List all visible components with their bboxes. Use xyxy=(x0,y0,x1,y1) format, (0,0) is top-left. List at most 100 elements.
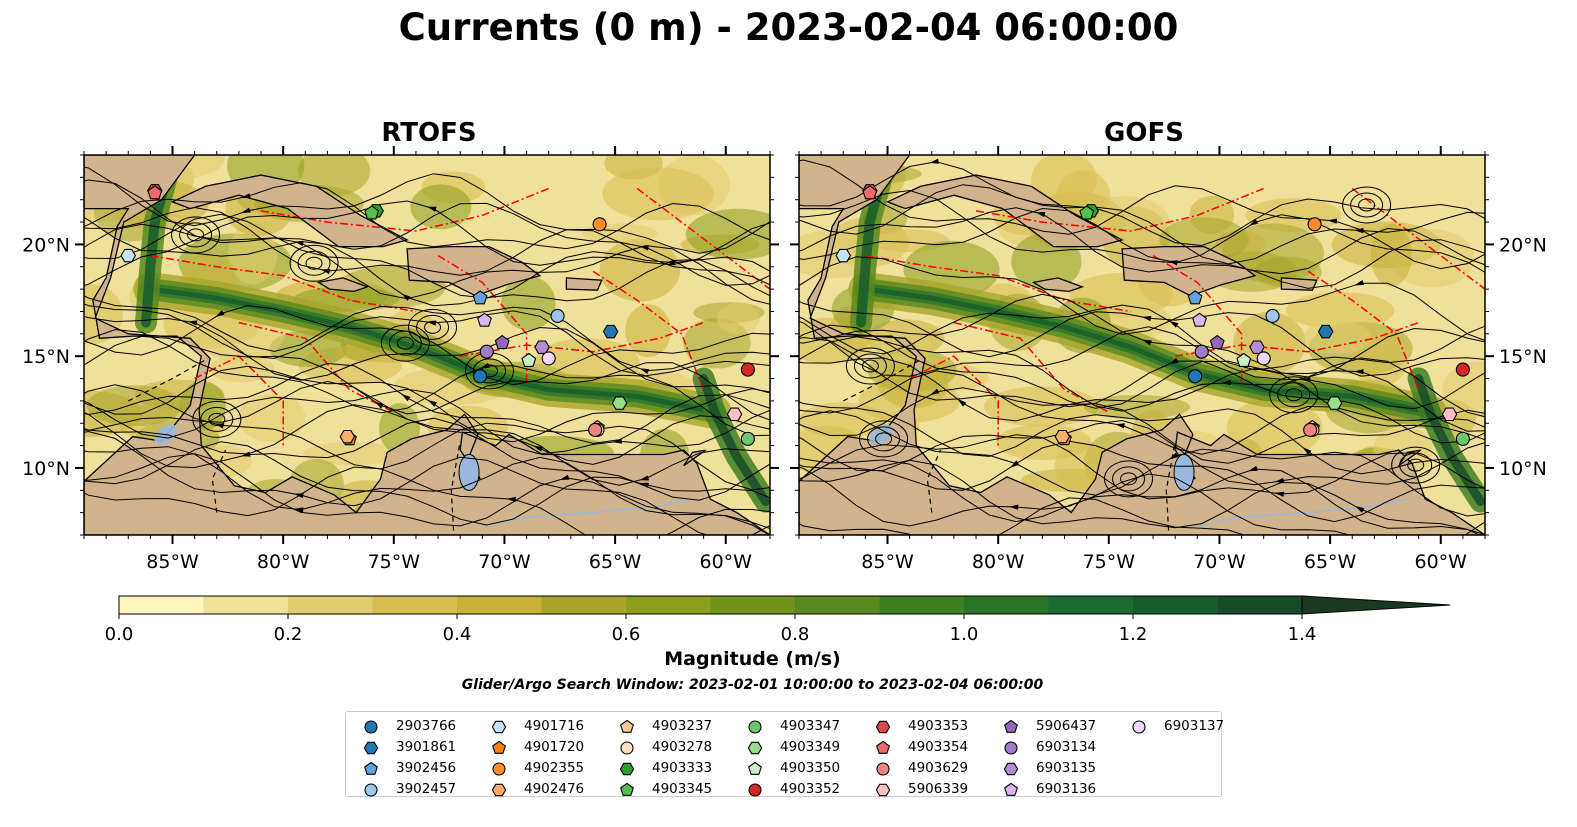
legend-label: 4903352 xyxy=(780,781,841,797)
legend-item: 4903237 xyxy=(610,716,735,737)
magnitude-patch xyxy=(303,441,399,466)
legend-marker xyxy=(1004,719,1018,733)
eddy-streamline xyxy=(1391,446,1441,484)
legend-marker xyxy=(876,740,890,754)
legend-marker-icon xyxy=(363,741,379,755)
land-hisp xyxy=(406,245,542,297)
legend-marker xyxy=(620,782,634,796)
streamline xyxy=(84,329,770,437)
float-marker-4903354 xyxy=(862,185,878,200)
lat-tick-label: 20°N xyxy=(22,234,70,256)
land-jamaica xyxy=(316,277,370,293)
streamline xyxy=(799,401,1485,475)
legend-label: 4903237 xyxy=(652,718,713,734)
streamline xyxy=(799,159,1485,270)
streamline xyxy=(799,304,1485,371)
legend-marker xyxy=(1004,741,1018,755)
legend-marker-icon xyxy=(875,783,891,797)
float-marker-6903135 xyxy=(1249,340,1265,354)
streamline-arrow xyxy=(1142,339,1152,346)
legend-marker xyxy=(875,720,891,734)
eddy-streamline xyxy=(408,308,458,346)
eez-line xyxy=(1307,270,1420,390)
colorbar-tick-label: 0.4 xyxy=(443,624,472,645)
legend-item: 5906339 xyxy=(866,779,991,800)
colorbar-segment xyxy=(710,596,796,614)
streamline-arrow xyxy=(240,193,251,199)
streamline xyxy=(84,179,770,286)
legend-marker xyxy=(1004,782,1018,796)
legend-item: 4903350 xyxy=(738,758,863,779)
legend-marker xyxy=(748,720,762,734)
colorbar-segment xyxy=(626,596,711,614)
legend-item: 6903136 xyxy=(994,779,1119,800)
legend-label: 4903345 xyxy=(652,781,713,797)
colorbar: 0.0 0.2 0.4 0.6 0.8 1.0 1.2 1.4 xyxy=(105,595,1451,645)
streamline-arrow xyxy=(1327,218,1338,224)
eddy-streamline xyxy=(875,432,893,446)
streamline xyxy=(799,207,1485,275)
magnitude-patch xyxy=(685,208,770,260)
country-border xyxy=(128,357,209,402)
float-marker-2903766 xyxy=(1188,369,1203,384)
legend-marker-icon xyxy=(619,762,635,776)
colorbar-segment xyxy=(119,596,204,614)
legend-marker xyxy=(364,783,378,797)
land-trinidad xyxy=(683,449,707,467)
legend-marker xyxy=(363,741,379,755)
lon-tick-label: 65°W xyxy=(589,551,642,573)
streamline-arrow xyxy=(1274,491,1285,497)
streamline xyxy=(84,430,770,535)
colorbar-tick-label: 1.4 xyxy=(1288,624,1317,645)
legend-marker-icon xyxy=(747,741,763,755)
legend-label: 4901716 xyxy=(524,718,585,734)
legend-marker xyxy=(875,783,891,797)
streamline xyxy=(84,388,770,455)
legend-marker-icon xyxy=(492,740,506,754)
float-marker-4903629 xyxy=(588,422,603,437)
eez-line xyxy=(194,355,284,446)
eddy-streamline xyxy=(179,222,213,248)
streamline-arrow xyxy=(1010,460,1020,468)
colorbar-segment xyxy=(795,596,880,614)
streamline xyxy=(84,404,770,486)
colorbar-segment xyxy=(1048,596,1134,614)
land-jamaica xyxy=(1031,277,1085,293)
streamline-arrow xyxy=(1221,379,1231,386)
legend-marker-icon xyxy=(620,782,634,796)
legend-marker xyxy=(492,762,506,776)
legend-label: 4903333 xyxy=(652,760,713,776)
lake-nicaragua xyxy=(869,424,893,445)
legend-label: 6903135 xyxy=(1036,760,1097,776)
magnitude-patch xyxy=(1285,292,1395,330)
legend-item: 4901716 xyxy=(482,716,607,737)
streamline xyxy=(799,387,1485,464)
colorbar-segment xyxy=(879,596,965,614)
eddy-streamline xyxy=(859,420,909,458)
streamline xyxy=(84,466,770,535)
legend-marker-icon xyxy=(748,783,762,797)
legend-marker-icon xyxy=(875,720,891,734)
float-marker-5906437 xyxy=(494,334,510,350)
legend-label: 4903350 xyxy=(780,760,841,776)
streamline xyxy=(799,466,1485,535)
streamline xyxy=(84,441,770,526)
streamline-arrow xyxy=(1354,506,1365,513)
land-puertorico xyxy=(565,277,603,291)
streamline-arrow xyxy=(426,206,437,212)
panel-title-gofs: GOFS xyxy=(1104,118,1184,148)
legend-label: 3901861 xyxy=(396,739,457,755)
streamline xyxy=(799,320,1485,410)
legend-marker-icon xyxy=(492,762,506,776)
eddy-streamline xyxy=(1285,388,1303,402)
land-hisp xyxy=(1121,245,1257,297)
streamline-arrow xyxy=(1035,212,1046,218)
lon-tick-label: 75°W xyxy=(1083,551,1136,573)
float-marker-3902456 xyxy=(1187,290,1203,305)
lat-tick-label: 20°N xyxy=(1499,234,1547,256)
float-marker-4902355 xyxy=(592,217,607,232)
float-marker-4903347 xyxy=(740,431,755,446)
legend-column: 4903353 4903354 4903629 5906339 xyxy=(866,716,991,800)
streamline xyxy=(84,223,770,305)
